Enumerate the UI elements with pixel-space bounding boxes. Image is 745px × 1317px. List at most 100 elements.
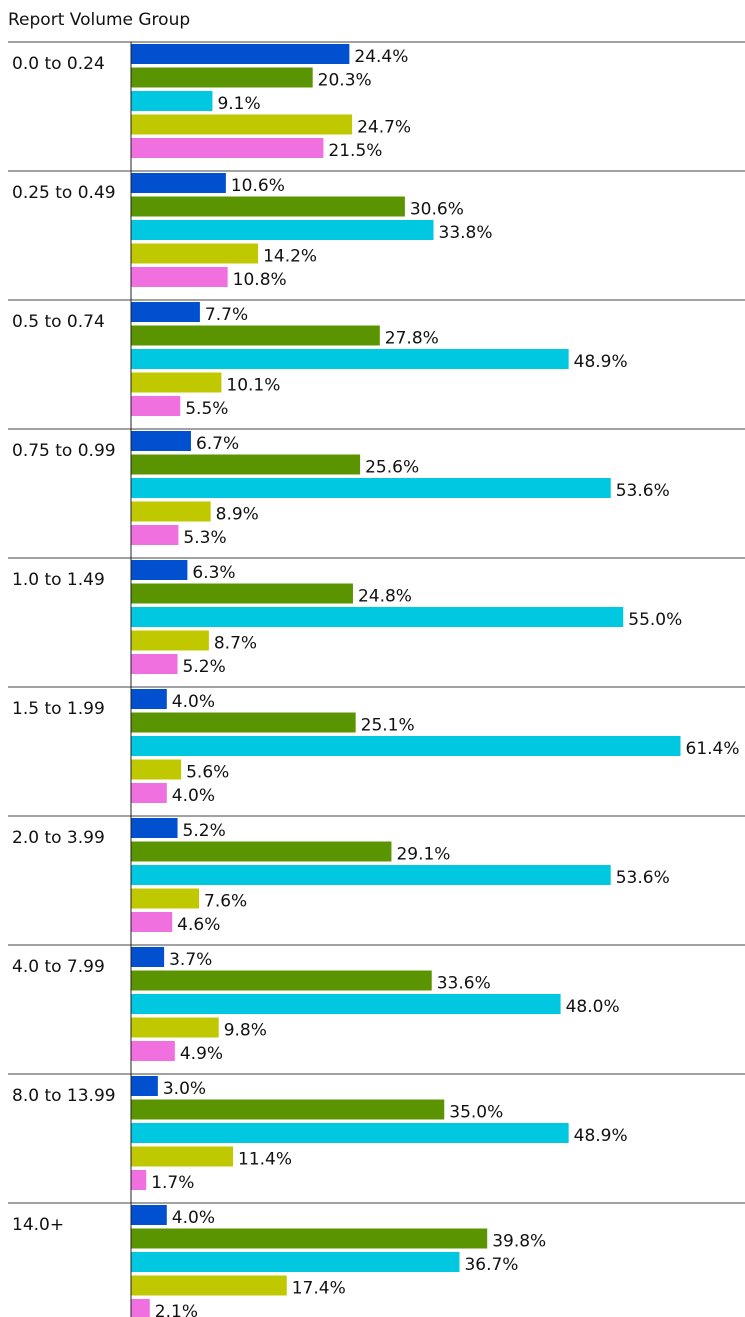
value-label: 10.6% bbox=[231, 176, 285, 196]
bar bbox=[131, 783, 167, 803]
bar bbox=[131, 654, 178, 674]
bar bbox=[131, 1017, 219, 1038]
bar bbox=[131, 454, 361, 475]
value-label: 24.4% bbox=[354, 47, 408, 67]
bar bbox=[131, 607, 624, 627]
chart-title: Report Volume Group bbox=[8, 10, 190, 30]
bar bbox=[131, 1123, 569, 1143]
value-label: 3.0% bbox=[163, 1079, 206, 1099]
category-label: 1.0 to 1.49 bbox=[12, 570, 105, 590]
category-label: 0.75 to 0.99 bbox=[12, 441, 116, 461]
bar bbox=[131, 630, 209, 651]
bar bbox=[131, 1228, 488, 1249]
bar bbox=[131, 1205, 167, 1225]
bar bbox=[131, 712, 356, 733]
value-label: 4.9% bbox=[180, 1044, 223, 1064]
category-label: 0.5 to 0.74 bbox=[12, 312, 105, 332]
value-label: 25.1% bbox=[361, 716, 415, 736]
bar bbox=[131, 1076, 158, 1096]
bar bbox=[131, 947, 165, 967]
bar bbox=[131, 67, 313, 88]
bar bbox=[131, 220, 434, 240]
value-label: 5.5% bbox=[185, 399, 228, 419]
value-label: 6.7% bbox=[196, 434, 239, 454]
bar bbox=[131, 243, 259, 264]
bar bbox=[131, 325, 380, 346]
value-label: 33.8% bbox=[439, 223, 493, 243]
value-label: 5.2% bbox=[183, 657, 226, 677]
bar bbox=[131, 44, 350, 64]
category-label: 2.0 to 3.99 bbox=[12, 828, 105, 848]
bar bbox=[131, 1275, 287, 1296]
value-label: 48.9% bbox=[574, 352, 628, 372]
value-label: 9.1% bbox=[217, 94, 260, 114]
bar bbox=[131, 396, 181, 416]
value-label: 7.7% bbox=[205, 305, 248, 325]
value-label: 10.1% bbox=[226, 376, 280, 396]
category-label: 1.5 to 1.99 bbox=[12, 699, 105, 719]
value-label: 20.3% bbox=[318, 71, 372, 91]
value-label: 3.7% bbox=[169, 950, 212, 970]
value-label: 2.1% bbox=[155, 1302, 198, 1317]
value-label: 10.8% bbox=[233, 270, 287, 290]
value-label: 11.4% bbox=[238, 1150, 292, 1170]
value-label: 33.6% bbox=[437, 974, 491, 994]
bar bbox=[131, 689, 167, 709]
bar bbox=[131, 138, 324, 158]
bar bbox=[131, 994, 561, 1014]
value-label: 48.0% bbox=[566, 997, 620, 1017]
value-label: 61.4% bbox=[686, 739, 740, 759]
bar bbox=[131, 818, 178, 838]
bar bbox=[131, 302, 200, 322]
value-label: 21.5% bbox=[328, 141, 382, 161]
category-label: 0.0 to 0.24 bbox=[12, 54, 105, 74]
value-label: 29.1% bbox=[396, 845, 450, 865]
bar bbox=[131, 431, 191, 451]
bar bbox=[131, 865, 611, 885]
value-label: 39.8% bbox=[492, 1232, 546, 1252]
value-label: 9.8% bbox=[224, 1021, 267, 1041]
value-label: 6.3% bbox=[192, 563, 235, 583]
value-label: 14.2% bbox=[263, 247, 317, 267]
value-label: 25.6% bbox=[365, 458, 419, 478]
value-label: 17.4% bbox=[292, 1279, 346, 1299]
bar bbox=[131, 267, 228, 287]
bar bbox=[131, 1041, 175, 1061]
value-label: 4.0% bbox=[172, 692, 215, 712]
value-label: 24.8% bbox=[358, 587, 412, 607]
value-label: 35.0% bbox=[449, 1103, 503, 1123]
bar bbox=[131, 1170, 147, 1190]
value-label: 53.6% bbox=[616, 481, 670, 501]
value-label: 5.3% bbox=[183, 528, 226, 548]
value-label: 48.9% bbox=[574, 1126, 628, 1146]
bar bbox=[131, 759, 182, 780]
bar bbox=[131, 970, 432, 991]
value-label: 8.7% bbox=[214, 634, 257, 654]
bar bbox=[131, 372, 222, 393]
value-label: 1.7% bbox=[151, 1173, 194, 1193]
value-label: 24.7% bbox=[357, 118, 411, 138]
value-label: 4.0% bbox=[172, 786, 215, 806]
bar bbox=[131, 91, 213, 111]
bar bbox=[131, 888, 200, 909]
bar bbox=[131, 912, 173, 932]
bar bbox=[131, 173, 226, 193]
value-label: 7.6% bbox=[204, 892, 247, 912]
value-label: 8.9% bbox=[216, 505, 259, 525]
bar bbox=[131, 583, 353, 604]
bar bbox=[131, 841, 392, 862]
value-label: 36.7% bbox=[464, 1255, 518, 1275]
bar bbox=[131, 114, 353, 135]
value-label: 5.2% bbox=[183, 821, 226, 841]
bar bbox=[131, 478, 611, 498]
value-label: 30.6% bbox=[410, 200, 464, 220]
category-label: 0.25 to 0.49 bbox=[12, 183, 116, 203]
bar bbox=[131, 1146, 234, 1167]
value-label: 5.6% bbox=[186, 763, 229, 783]
category-label: 8.0 to 13.99 bbox=[12, 1086, 116, 1106]
value-label: 53.6% bbox=[616, 868, 670, 888]
bar bbox=[131, 1099, 445, 1120]
category-label: 4.0 to 7.99 bbox=[12, 957, 105, 977]
